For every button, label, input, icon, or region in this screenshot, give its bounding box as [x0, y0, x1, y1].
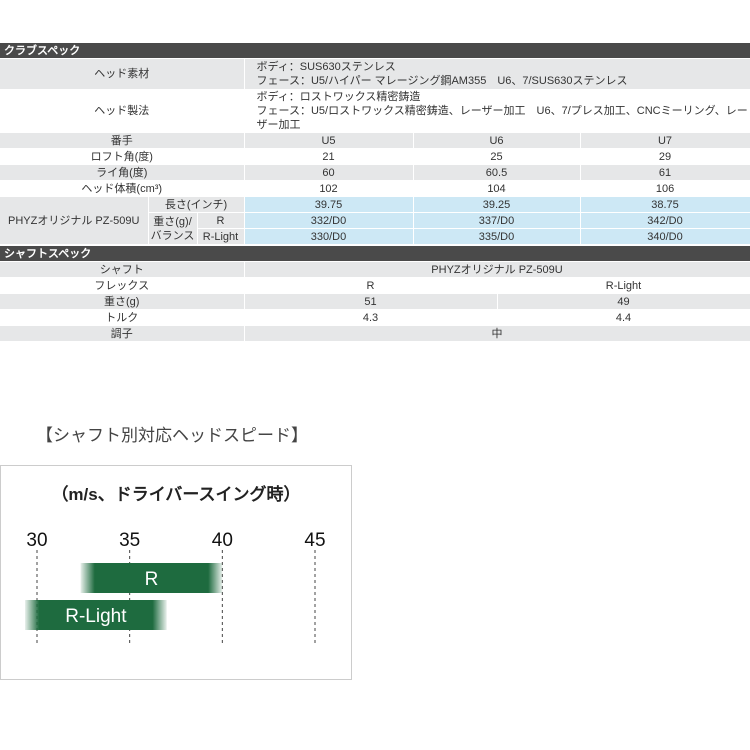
- bar-label: R: [145, 569, 159, 590]
- table-row: 重さ(g)/バランス R 332/D0 337/D0 342/D0: [0, 212, 750, 245]
- shaft-spec-table: シャフト PHYZオリジナル PZ-509U フレックス R R-Light 重さ(g…: [0, 261, 750, 342]
- club-spec-table: ヘッド素材 ボディ：SUS630ステンレス フェース：U5/ハイパー マレージング…: [0, 58, 750, 245]
- table-row: PHYZオリジナル PZ-509U 長さ(インチ) 39.75 39.25 38.75: [0, 196, 750, 245]
- table-row: トルク 4.3 4.4: [0, 309, 750, 326]
- bar-label: R-Light: [65, 606, 127, 627]
- tick-label: 45: [304, 530, 325, 551]
- tick-label: 35: [119, 530, 140, 551]
- table-row: フレックス R R-Light: [0, 277, 750, 294]
- bar-r-light: [25, 600, 167, 630]
- table-row: 調子中: [0, 325, 750, 342]
- table-row: R-Light 330/D0 335/D0 340/D0: [0, 228, 750, 245]
- table-row: ライ角(度) 60 60.5 61: [0, 164, 750, 181]
- head-speed-heading: 【シャフト別対応ヘッドスピード】: [36, 426, 308, 445]
- head-material-label: ヘッド素材: [0, 58, 245, 90]
- table-row: ヘッド体積(cm³) 102 104 106: [0, 180, 750, 197]
- head-method-label: ヘッド製法: [0, 89, 245, 133]
- table-row: ロフト角(度) 21 25 29: [0, 148, 750, 165]
- tick-label: 40: [212, 530, 233, 551]
- shaft-spec-header: シャフトスペック: [0, 246, 750, 262]
- head-speed-chart: （m/s、ドライバースイング時） 30 35 40 45 R R-Light: [25, 484, 326, 645]
- head-material-value: ボディ：SUS630ステンレス フェース：U5/ハイパー マレージング鋼AM355…: [243, 58, 750, 90]
- head-method-value: ボディ：ロストワックス精密鋳造 フェース：U5/ロストワックス精密鋳造、レーザー加…: [243, 89, 750, 133]
- shaft-name: PHYZオリジナル PZ-509U: [0, 196, 149, 245]
- tick-label: 30: [26, 530, 47, 551]
- table-row: 重さ(g) 51 49: [0, 293, 750, 310]
- chart-title: （m/s、ドライバースイング時）: [51, 484, 300, 504]
- table-row: 番手 U5 U6 U7: [0, 132, 750, 149]
- bar-r: [80, 563, 223, 593]
- chart-frame: [0, 465, 352, 680]
- club-spec-header: クラブスペック: [0, 43, 750, 59]
- table-row: シャフト PHYZオリジナル PZ-509U: [0, 261, 750, 278]
